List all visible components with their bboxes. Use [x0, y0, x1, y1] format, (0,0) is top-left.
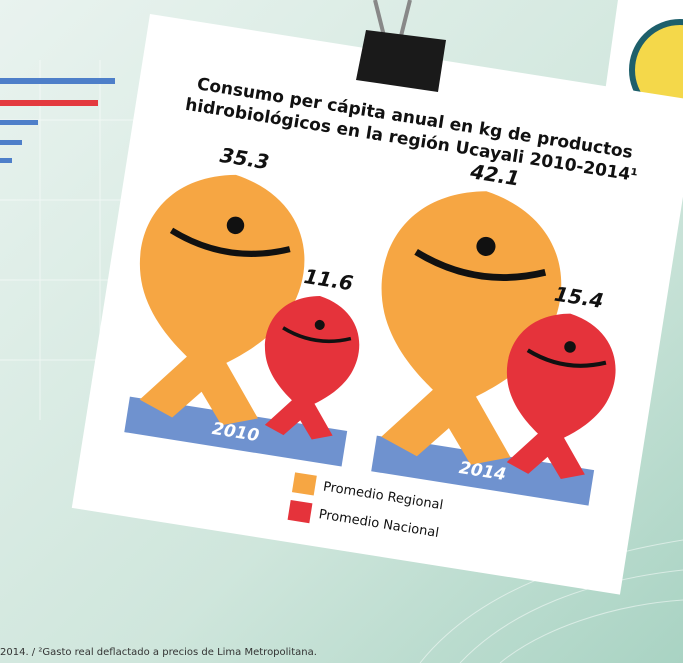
- fish-eye: [226, 216, 245, 235]
- fish-eye: [314, 319, 325, 330]
- fish-mouth: [282, 326, 352, 344]
- fish-eye: [476, 236, 496, 256]
- legend-swatch: [291, 472, 317, 496]
- deco-line: [0, 120, 38, 125]
- fish-group: [381, 191, 562, 465]
- deco-line: [0, 78, 115, 84]
- deco-line: [0, 100, 98, 106]
- fish-eye: [564, 341, 576, 353]
- year-bar: [124, 396, 348, 467]
- binder-clip: [356, 0, 446, 92]
- legend-swatch: [287, 499, 313, 524]
- deco-line: [0, 140, 22, 145]
- card: Consumo per cápita anual en kg de produc…: [71, 14, 683, 595]
- fish-group: [264, 296, 360, 440]
- year-bar: [371, 435, 595, 506]
- fish-mouth: [414, 248, 547, 281]
- deco-line: [0, 158, 12, 163]
- line-decoration: [0, 78, 115, 163]
- fish-group: [139, 174, 305, 426]
- fish-mouth: [526, 348, 607, 368]
- footnote: 2014. / ²Gasto real deflactado a precios…: [0, 647, 317, 658]
- grid-decoration: [0, 60, 683, 664]
- clip-body: [356, 30, 446, 92]
- fish-group: [506, 313, 616, 479]
- fish-mouth: [169, 227, 291, 257]
